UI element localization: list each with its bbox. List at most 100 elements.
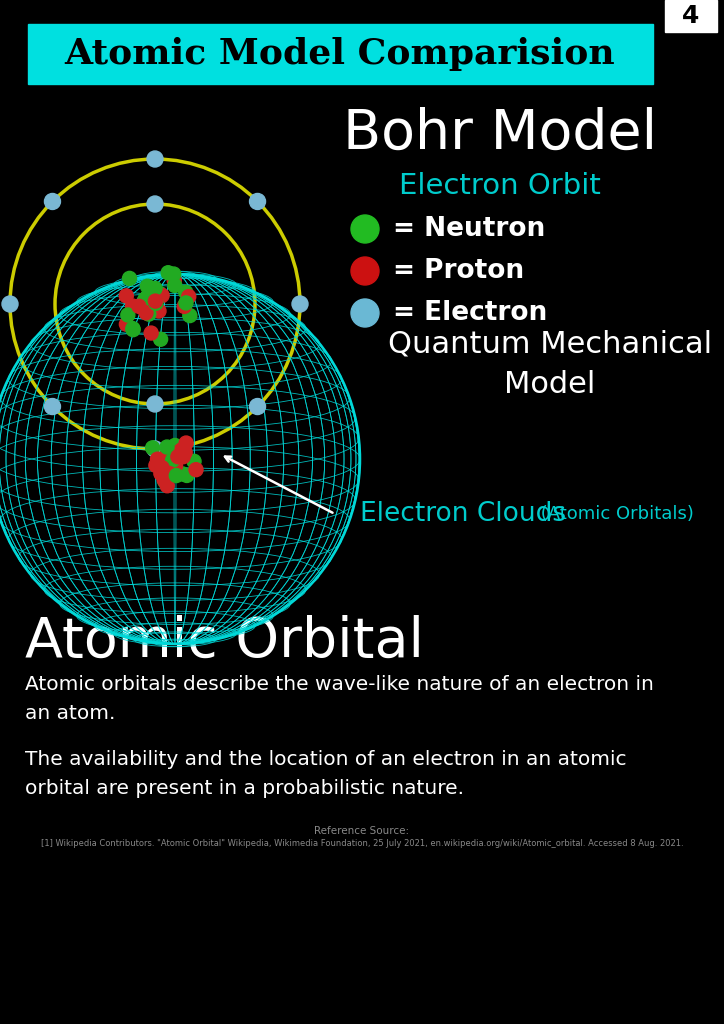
Circle shape: [132, 299, 146, 313]
Circle shape: [153, 287, 167, 300]
Circle shape: [160, 440, 174, 454]
Circle shape: [138, 293, 152, 306]
Circle shape: [151, 454, 165, 468]
Circle shape: [126, 322, 140, 336]
Circle shape: [44, 398, 61, 415]
Circle shape: [171, 450, 185, 464]
Circle shape: [152, 304, 166, 318]
Circle shape: [44, 194, 61, 210]
Text: Quantum Mechanical
Model: Quantum Mechanical Model: [388, 330, 712, 398]
Circle shape: [177, 299, 191, 313]
Text: Bohr Model: Bohr Model: [343, 106, 657, 161]
Circle shape: [165, 460, 180, 473]
Circle shape: [179, 286, 193, 299]
Circle shape: [169, 443, 183, 458]
Circle shape: [142, 307, 156, 322]
Circle shape: [147, 396, 163, 412]
Circle shape: [143, 300, 157, 314]
Circle shape: [157, 473, 172, 487]
Circle shape: [169, 459, 182, 473]
Circle shape: [154, 467, 168, 480]
Text: Electron Orbit: Electron Orbit: [399, 172, 601, 200]
Circle shape: [182, 290, 195, 303]
Circle shape: [125, 299, 140, 313]
Circle shape: [147, 151, 163, 167]
Circle shape: [151, 453, 164, 466]
Circle shape: [155, 289, 169, 302]
Circle shape: [351, 257, 379, 285]
Circle shape: [351, 215, 379, 243]
Circle shape: [153, 455, 167, 469]
Circle shape: [168, 438, 182, 453]
Circle shape: [250, 398, 266, 415]
Circle shape: [139, 306, 153, 319]
Text: Reference Source:: Reference Source:: [314, 826, 410, 836]
Bar: [28, 24, 653, 84]
Circle shape: [176, 467, 190, 481]
Circle shape: [166, 454, 180, 467]
Circle shape: [146, 294, 159, 307]
Text: Atomic Orbital: Atomic Orbital: [25, 615, 424, 669]
Circle shape: [168, 279, 182, 293]
Circle shape: [179, 436, 193, 450]
Circle shape: [167, 461, 180, 475]
Circle shape: [168, 457, 182, 471]
Circle shape: [161, 446, 174, 460]
Circle shape: [147, 294, 161, 307]
Circle shape: [167, 273, 181, 288]
Circle shape: [167, 267, 181, 281]
Text: Atomic orbitals describe the wave-like nature of an electron in
an atom.: Atomic orbitals describe the wave-like n…: [25, 675, 654, 723]
Circle shape: [119, 317, 133, 331]
Circle shape: [143, 286, 157, 300]
Circle shape: [158, 474, 172, 488]
Circle shape: [167, 452, 180, 465]
Circle shape: [143, 295, 158, 309]
Circle shape: [147, 441, 163, 457]
Circle shape: [148, 282, 162, 295]
Circle shape: [141, 289, 156, 303]
Circle shape: [148, 298, 161, 311]
Text: = Electron: = Electron: [393, 300, 547, 326]
Circle shape: [292, 296, 308, 312]
Text: Atomic Model Comparision: Atomic Model Comparision: [64, 37, 615, 71]
Circle shape: [148, 294, 162, 308]
Bar: [665, 0, 717, 32]
Circle shape: [351, 299, 379, 327]
Circle shape: [189, 463, 203, 477]
Text: [1] Wikipedia Contributors. "Atomic Orbital" Wikipedia, Wikimedia Foundation, 25: [1] Wikipedia Contributors. "Atomic Orbi…: [41, 839, 683, 848]
Text: Electron Clouds: Electron Clouds: [360, 501, 566, 527]
Text: 4: 4: [682, 4, 699, 28]
Circle shape: [160, 466, 174, 480]
Circle shape: [180, 468, 194, 482]
Circle shape: [141, 299, 155, 313]
Circle shape: [119, 289, 133, 303]
Circle shape: [153, 332, 168, 346]
Circle shape: [149, 459, 163, 472]
Circle shape: [143, 301, 157, 315]
Text: = Proton: = Proton: [393, 258, 524, 284]
Circle shape: [178, 445, 192, 460]
Text: The availability and the location of an electron in an atomic
orbital are presen: The availability and the location of an …: [25, 750, 626, 799]
Circle shape: [140, 291, 154, 304]
Circle shape: [164, 444, 177, 459]
Circle shape: [174, 443, 188, 457]
Circle shape: [144, 326, 158, 340]
Circle shape: [250, 194, 266, 210]
Circle shape: [187, 455, 201, 468]
Circle shape: [163, 441, 177, 456]
Circle shape: [2, 296, 18, 312]
Text: (Atomic Orbitals): (Atomic Orbitals): [535, 505, 694, 523]
Circle shape: [160, 479, 174, 493]
Circle shape: [147, 196, 163, 212]
Circle shape: [146, 441, 159, 455]
Circle shape: [122, 271, 137, 286]
Circle shape: [149, 296, 163, 310]
Circle shape: [121, 308, 135, 322]
Circle shape: [183, 308, 197, 323]
Circle shape: [161, 266, 175, 280]
Circle shape: [156, 452, 170, 466]
Circle shape: [148, 295, 163, 309]
Circle shape: [140, 280, 154, 293]
Circle shape: [162, 467, 177, 480]
Circle shape: [169, 469, 183, 482]
